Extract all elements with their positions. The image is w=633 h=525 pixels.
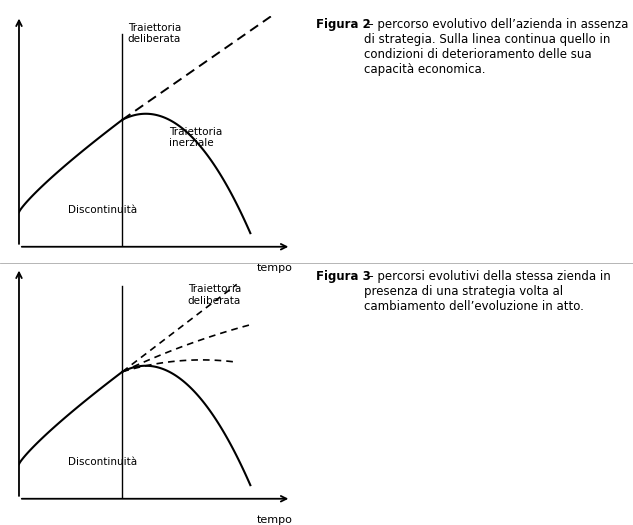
Text: tempo: tempo <box>257 263 293 273</box>
Text: Traiettoria
deliberata: Traiettoria deliberata <box>188 284 241 306</box>
Text: Traiettoria
inerziale: Traiettoria inerziale <box>168 127 222 148</box>
Text: Figura 3: Figura 3 <box>316 270 371 283</box>
Text: tempo: tempo <box>257 515 293 525</box>
Text: Discontinuità: Discontinuità <box>68 205 137 215</box>
Text: Figura 2: Figura 2 <box>316 18 371 31</box>
Text: Discontinuità: Discontinuità <box>68 457 137 467</box>
Text: – percorsi evolutivi della stessa zienda in presenza di una strategia volta al c: – percorsi evolutivi della stessa zienda… <box>363 270 610 313</box>
Text: – percorso evolutivo dell’azienda in assenza di strategia. Sulla linea continua : – percorso evolutivo dell’azienda in ass… <box>363 18 628 76</box>
Text: Traiettoria
deliberata: Traiettoria deliberata <box>128 23 181 44</box>
